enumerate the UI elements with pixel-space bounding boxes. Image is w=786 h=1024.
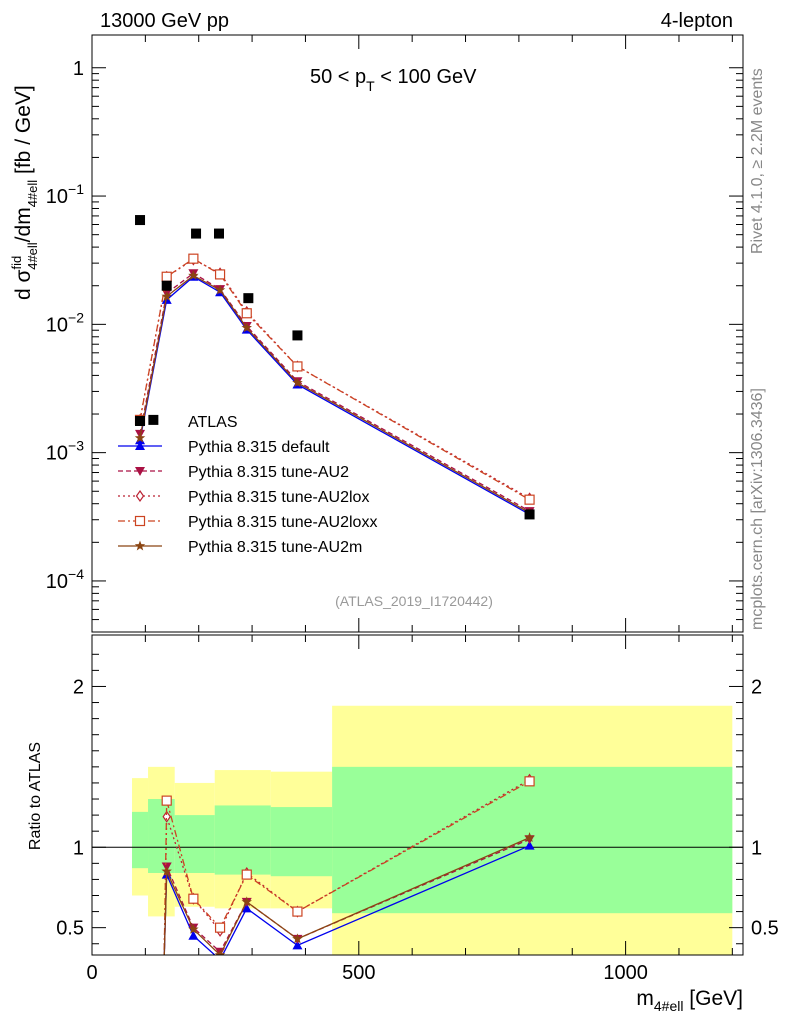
legend: ATLAS Pythia 8.315 default Pythia 8.315 tu… bbox=[118, 414, 377, 556]
main-y-axis-label: d σfid4#ell/dm4#ell [fb / GeV] bbox=[9, 85, 40, 300]
legend-label-3: Pythia 8.315 tune-AU2loxx bbox=[188, 514, 377, 531]
main-series-4-point bbox=[161, 290, 172, 301]
ratio-series-3-point bbox=[524, 776, 535, 787]
main-series-3-point bbox=[188, 253, 199, 264]
mcplots-credit-label: mcplots.cern.ch [arXiv:1306.3436] bbox=[749, 388, 766, 630]
main-plot-data bbox=[134, 215, 535, 520]
ratio-series-0-point bbox=[219, 954, 221, 955]
main-series-4-point bbox=[188, 270, 199, 281]
atlas-data-point bbox=[243, 293, 254, 304]
atlas-data-point bbox=[213, 228, 224, 239]
main-series-4-point bbox=[214, 284, 226, 295]
atlas-data-point bbox=[161, 280, 172, 291]
main-y-tick-label: 10−2 bbox=[46, 309, 84, 336]
legend-label-2: Pythia 8.315 tune-AU2lox bbox=[188, 489, 369, 506]
ratio-band-68 bbox=[174, 815, 215, 873]
ratio-series-4-point bbox=[161, 865, 172, 876]
ratio-series-3-point bbox=[292, 906, 303, 917]
cut-label: 50 < pT < 100 GeV bbox=[310, 66, 477, 94]
main-y-tick-label: 10−1 bbox=[46, 181, 84, 208]
ratio-y-tick-label-left: 2 bbox=[73, 676, 84, 698]
ratio-plot-axes: 0.5 0.5 1 1 2 2 0 500 1000 bbox=[56, 635, 779, 984]
ratio-series-0-point bbox=[524, 840, 535, 850]
ratio-series-4-point bbox=[292, 933, 303, 944]
legend-label-0: Pythia 8.315 default bbox=[188, 439, 330, 456]
ratio-y-tick-label-left: 0.5 bbox=[56, 918, 84, 940]
atlas-data-point bbox=[524, 509, 535, 520]
legend-marker-2 bbox=[135, 489, 145, 503]
atlas-data-point bbox=[191, 228, 202, 239]
ratio-series-3-point bbox=[161, 795, 172, 806]
x-tick-label: 0 bbox=[86, 962, 97, 984]
main-series-3-point bbox=[241, 308, 252, 319]
ratio-series-4-point bbox=[241, 896, 252, 907]
main-series-3-point bbox=[524, 494, 535, 505]
ratio-y-tick-label-right: 0.5 bbox=[751, 918, 779, 940]
rivet-version-label: Rivet 4.1.0, ≥ 2.2M events bbox=[749, 68, 766, 254]
x-tick-label: 1000 bbox=[603, 962, 648, 984]
ratio-band-68 bbox=[132, 811, 149, 869]
main-plot-axes: 1 10−1 10−2 10−3 10−4 bbox=[46, 35, 743, 632]
ratio-series-3-point bbox=[241, 869, 252, 880]
ratio-y-tick-label-right: 1 bbox=[751, 837, 762, 859]
main-series-3-point bbox=[161, 271, 172, 282]
main-series-4-point bbox=[241, 322, 252, 333]
ratio-y-tick-label-right: 2 bbox=[751, 676, 762, 698]
header-beam-label: 13000 GeV pp bbox=[100, 10, 229, 32]
main-y-tick-label: 10−3 bbox=[46, 438, 84, 465]
ratio-y-tick-label-left: 1 bbox=[73, 837, 84, 859]
legend-label-4: Pythia 8.315 tune-AU2m bbox=[188, 539, 362, 556]
atlas-data-point bbox=[135, 215, 146, 226]
main-plot-frame bbox=[91, 34, 744, 633]
ratio-band-68 bbox=[270, 807, 333, 877]
legend-marker-1 bbox=[135, 467, 145, 476]
legend-marker-0 bbox=[135, 441, 145, 450]
main-series-4-point bbox=[134, 432, 146, 443]
ratio-y-axis-label: Ratio to ATLAS bbox=[27, 742, 44, 850]
ratio-series-2-point bbox=[162, 810, 171, 823]
main-y-tick-label: 1 bbox=[73, 58, 84, 80]
main-y-tick-label: 10−4 bbox=[46, 566, 84, 593]
ratio-series-0-point bbox=[188, 930, 199, 940]
ratio-series-4-point bbox=[214, 949, 226, 955]
ratio-series-3-point bbox=[188, 893, 199, 904]
ratio-plot-frame bbox=[91, 634, 744, 956]
ratio-band-68 bbox=[214, 805, 271, 875]
ratio-series-3-point bbox=[214, 922, 226, 933]
analysis-id-label: (ATLAS_2019_I1720442) bbox=[335, 593, 493, 609]
ratio-uncertainty-bands bbox=[132, 705, 733, 955]
main-series-3-point bbox=[292, 361, 303, 372]
legend-marker-3 bbox=[134, 515, 146, 527]
ratio-band-68 bbox=[148, 799, 175, 873]
x-tick-label: 500 bbox=[342, 962, 375, 984]
ratio-plot-data bbox=[92, 773, 743, 955]
ratio-series-4-point bbox=[188, 923, 199, 934]
legend-marker-4 bbox=[134, 540, 146, 551]
header-process-label: 4-lepton bbox=[661, 10, 733, 32]
main-series-3-point bbox=[214, 269, 226, 280]
legend-label-atlas: ATLAS bbox=[188, 414, 238, 431]
x-axis-label: m4#ell [GeV] bbox=[636, 987, 743, 1014]
ratio-series-0-point bbox=[241, 903, 252, 913]
ratio-series-4-point bbox=[524, 832, 535, 843]
ratio-band-68 bbox=[332, 766, 733, 914]
atlas-data-point bbox=[148, 414, 159, 425]
main-series-4-point bbox=[292, 377, 303, 388]
main-series-line-2 bbox=[139, 258, 530, 499]
legend-label-1: Pythia 8.315 tune-AU2 bbox=[188, 464, 349, 481]
atlas-data-point bbox=[292, 330, 303, 341]
legend-atlas-marker bbox=[135, 416, 145, 426]
ratio-series-0-point bbox=[292, 940, 303, 950]
